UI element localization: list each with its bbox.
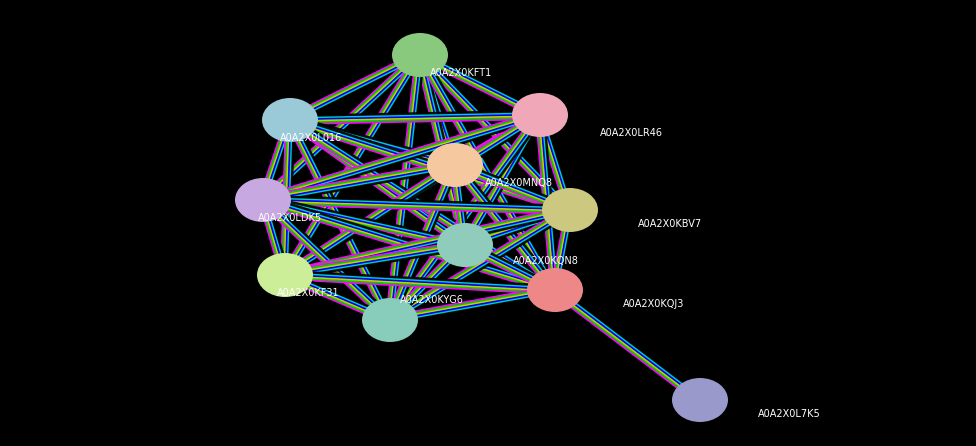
Ellipse shape bbox=[257, 253, 313, 297]
Ellipse shape bbox=[362, 298, 418, 342]
Ellipse shape bbox=[235, 178, 291, 222]
Text: A0A2X0KQN8: A0A2X0KQN8 bbox=[513, 256, 579, 266]
Ellipse shape bbox=[512, 93, 568, 137]
Text: A0A2X0L7K5: A0A2X0L7K5 bbox=[758, 409, 821, 419]
Text: A0A2X0KBV7: A0A2X0KBV7 bbox=[638, 219, 702, 229]
Ellipse shape bbox=[392, 33, 448, 77]
Text: A0A2X0LDK5: A0A2X0LDK5 bbox=[258, 213, 322, 223]
Ellipse shape bbox=[437, 223, 493, 267]
Ellipse shape bbox=[542, 188, 598, 232]
Text: A0A2X0KYG6: A0A2X0KYG6 bbox=[400, 295, 464, 305]
Text: A0A2X0KFT1: A0A2X0KFT1 bbox=[430, 68, 492, 78]
Ellipse shape bbox=[527, 268, 583, 312]
Text: A0A2X0L016: A0A2X0L016 bbox=[280, 133, 343, 143]
Ellipse shape bbox=[262, 98, 318, 142]
Ellipse shape bbox=[672, 378, 728, 422]
Text: A0A2X0LR46: A0A2X0LR46 bbox=[600, 128, 663, 138]
Ellipse shape bbox=[427, 143, 483, 187]
Text: A0A2X0MNQ8: A0A2X0MNQ8 bbox=[485, 178, 553, 188]
Text: A0A2X0KF31: A0A2X0KF31 bbox=[277, 288, 340, 298]
Text: A0A2X0KQJ3: A0A2X0KQJ3 bbox=[623, 299, 684, 309]
